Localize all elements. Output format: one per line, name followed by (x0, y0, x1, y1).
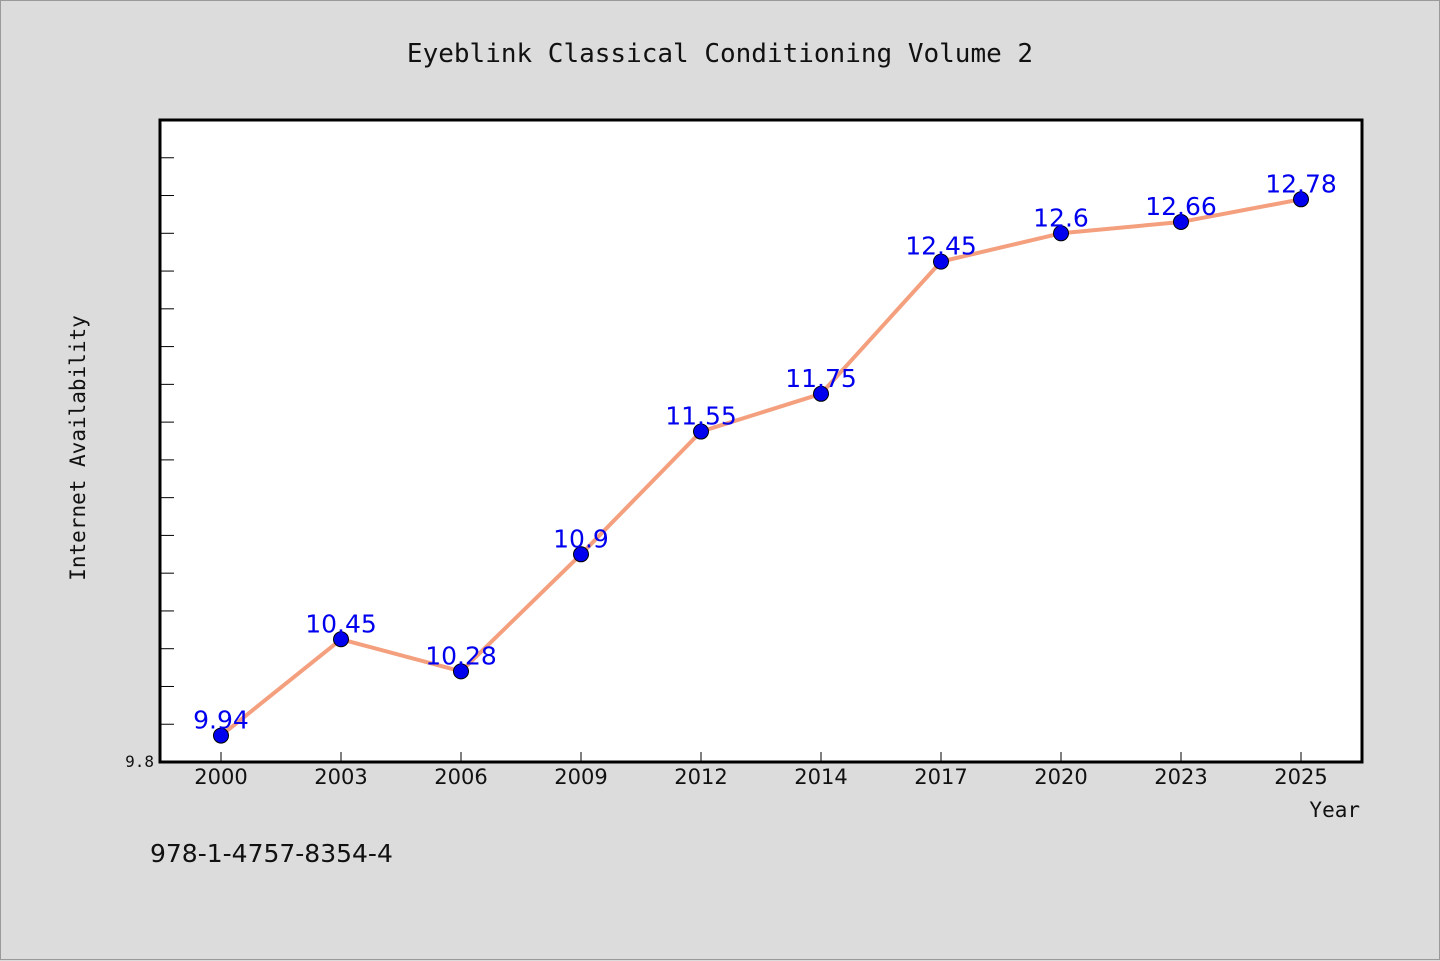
data-point (453, 663, 469, 680)
data-label: 12.66 (1145, 192, 1217, 221)
x-tick-label: 2006 (434, 765, 487, 789)
data-label: 10.45 (305, 609, 377, 638)
data-point (693, 423, 709, 440)
x-tick-label: 2003 (314, 765, 367, 789)
x-axis-label: Year (1309, 798, 1360, 822)
isbn-footer: 978-1-4757-8354-4 (150, 839, 393, 868)
x-tick-label: 2017 (914, 765, 967, 789)
data-label: 11.55 (665, 402, 737, 431)
data-label: 11.75 (785, 364, 857, 393)
data-point (573, 546, 589, 563)
data-label: 12.6 (1033, 203, 1089, 232)
x-axis-ticks: 2000 2003 2006 2009 2012 2014 2017 2020 2023 2025 (194, 752, 1328, 789)
data-point (333, 631, 349, 648)
data-point (1293, 191, 1309, 208)
x-tick-label: 2009 (554, 765, 607, 789)
y-axis-ticks (160, 119, 174, 763)
x-tick-label: 2023 (1154, 765, 1207, 789)
series-line-group (219, 197, 1303, 738)
x-tick-label: 2012 (674, 765, 727, 789)
data-label: 10.28 (425, 641, 497, 670)
series-line (219, 197, 1303, 738)
x-tick-label: 2020 (1034, 765, 1087, 789)
y-tick-label: 9.8 (125, 752, 154, 771)
x-tick-label: 2000 (194, 765, 247, 789)
x-tick-label: 2025 (1274, 765, 1327, 789)
data-label: 12.45 (905, 232, 977, 261)
chart-title: Eyeblink Classical Conditioning Volume 2 (407, 39, 1033, 69)
data-label: 9.94 (193, 706, 249, 735)
data-labels-group: 9.94 10.45 10.28 10.9 11.55 11.75 12.45 12.6 12.… (193, 169, 1337, 734)
data-label: 12.78 (1265, 169, 1337, 198)
data-point (1173, 213, 1189, 230)
data-point (213, 727, 229, 744)
series-markers-group (213, 191, 1309, 744)
x-tick-label: 2014 (794, 765, 847, 789)
data-point (1053, 225, 1069, 242)
plot-area (158, 118, 1364, 764)
y-axis-label: Internet Availability (66, 315, 90, 581)
data-point (813, 385, 829, 402)
data-label: 10.9 (553, 524, 609, 553)
data-point (933, 253, 949, 270)
